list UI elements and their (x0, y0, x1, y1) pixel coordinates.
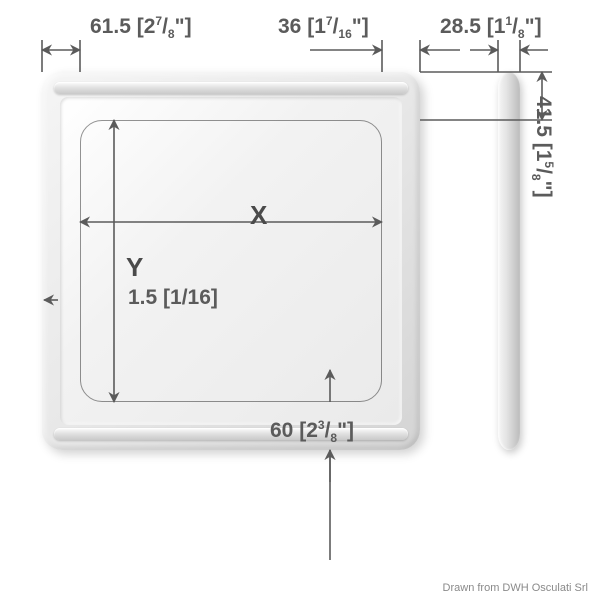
dim-60: 60 [23/8"] (270, 418, 354, 445)
dim-41-5: 41.5 [15/8"] (529, 96, 556, 198)
dim-1-5: 1.5 [1/16] (128, 286, 218, 310)
axis-x: X (250, 200, 267, 231)
axis-y: Y (126, 252, 143, 283)
dim-28-5: 28.5 [11/8"] (440, 14, 542, 41)
image-credit: Drawn from DWH Osculati Srl (443, 582, 588, 594)
hatch-frame-side-profile (498, 72, 520, 450)
roller-bar-top (54, 82, 408, 94)
roller-bar-bottom (54, 428, 408, 440)
dim-61-5: 61.5 [27/8"] (90, 14, 192, 41)
dim-36: 36 [17/16"] (278, 14, 369, 41)
hatch-frame-front (42, 72, 420, 450)
